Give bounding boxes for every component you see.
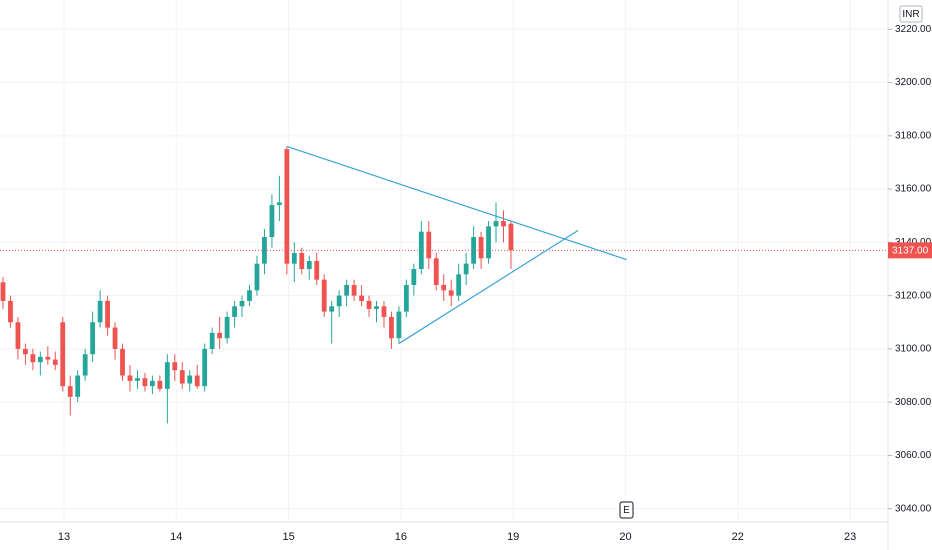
candle-body	[45, 356, 51, 360]
candle-body	[97, 300, 103, 323]
candle-body	[179, 370, 185, 384]
candle-body	[15, 322, 21, 349]
x-tick-label: 23	[844, 531, 856, 543]
candle-body	[493, 221, 499, 227]
candle-body	[366, 300, 372, 309]
candle-body	[75, 375, 81, 397]
last-price-label: 3137.00	[892, 245, 929, 256]
candle-body	[374, 306, 379, 309]
candle-body	[187, 375, 193, 384]
candle-body	[403, 284, 409, 312]
candle-body	[448, 290, 454, 296]
candle-body	[389, 316, 394, 339]
x-tick-label: 13	[58, 531, 70, 543]
candle-body	[90, 322, 96, 355]
y-tick-label: 3040.00	[895, 503, 932, 514]
y-tick-label: 3160.00	[895, 184, 932, 195]
last-price-tag	[888, 242, 932, 259]
candle-body	[172, 362, 178, 371]
candle-body	[441, 284, 447, 291]
candle-body	[0, 282, 6, 301]
candle-body	[329, 306, 335, 312]
candle-body	[127, 375, 133, 381]
candle-body	[284, 149, 290, 264]
x-tick-label: 14	[170, 531, 182, 543]
candle-body	[299, 253, 305, 269]
candle-body	[60, 322, 66, 387]
candle-body	[418, 231, 424, 269]
candle-body	[381, 306, 387, 317]
candle-body	[52, 359, 58, 365]
candle-body	[194, 375, 200, 387]
candle-body	[478, 237, 484, 259]
candle-body	[112, 327, 118, 349]
trendline	[398, 229, 579, 345]
x-tick-label: 20	[619, 531, 631, 543]
candle-body	[269, 205, 275, 238]
candle-body	[314, 261, 320, 280]
candle-body	[164, 362, 170, 389]
candle-body	[142, 378, 148, 387]
candle-body	[471, 237, 477, 264]
candle-body	[105, 300, 110, 328]
candle-body	[254, 263, 260, 291]
candle-body	[486, 226, 491, 259]
candle-body	[336, 295, 342, 307]
candle-body	[396, 311, 402, 339]
candle-body	[8, 300, 13, 323]
candle-body	[411, 268, 417, 285]
candle-body	[232, 306, 237, 317]
candle-body	[433, 258, 439, 285]
candle-body	[247, 290, 252, 301]
candle-body	[37, 356, 43, 363]
currency-label: INR	[902, 9, 919, 20]
candle-body	[209, 332, 215, 349]
y-tick-label: 3080.00	[895, 397, 932, 408]
candle-body	[426, 231, 432, 259]
candle-body	[344, 284, 350, 296]
y-tick-label: 3120.00	[895, 290, 932, 301]
candle-body	[463, 263, 469, 275]
candle-body	[23, 348, 28, 355]
candle-body	[224, 316, 230, 339]
y-tick-label: 3200.00	[895, 77, 932, 88]
x-tick-label: 15	[282, 531, 294, 543]
candle-body	[30, 354, 36, 363]
candle-body	[202, 348, 208, 387]
candle-body	[291, 253, 297, 264]
candle-body	[351, 284, 357, 296]
candle-body	[150, 380, 155, 387]
candle-body	[501, 221, 506, 227]
candle-body	[82, 354, 88, 376]
candle-body	[306, 261, 312, 269]
candle-body	[508, 223, 514, 251]
event-marker-box	[619, 501, 634, 519]
candle-body	[157, 380, 163, 389]
y-tick-label: 3220.00	[895, 24, 932, 35]
y-tick-label: 3060.00	[895, 450, 932, 461]
currency-box[interactable]	[899, 5, 923, 23]
y-tick-label: 3100.00	[895, 344, 932, 355]
candle-body	[321, 279, 327, 312]
x-tick-label: 22	[732, 531, 744, 543]
candle-body	[456, 274, 462, 296]
candle-body	[67, 386, 73, 397]
candle-body	[239, 300, 245, 307]
candle-body	[217, 332, 223, 339]
trendline	[286, 145, 627, 261]
candle-body	[359, 295, 364, 301]
candle-body	[135, 378, 140, 381]
x-tick-label: 19	[507, 531, 519, 543]
candle-body	[120, 348, 125, 376]
candle-body	[262, 237, 267, 264]
y-tick-label: 3180.00	[895, 130, 932, 141]
x-tick-label: 16	[395, 531, 407, 543]
candle-body	[276, 202, 282, 206]
event-marker: E	[623, 505, 630, 516]
